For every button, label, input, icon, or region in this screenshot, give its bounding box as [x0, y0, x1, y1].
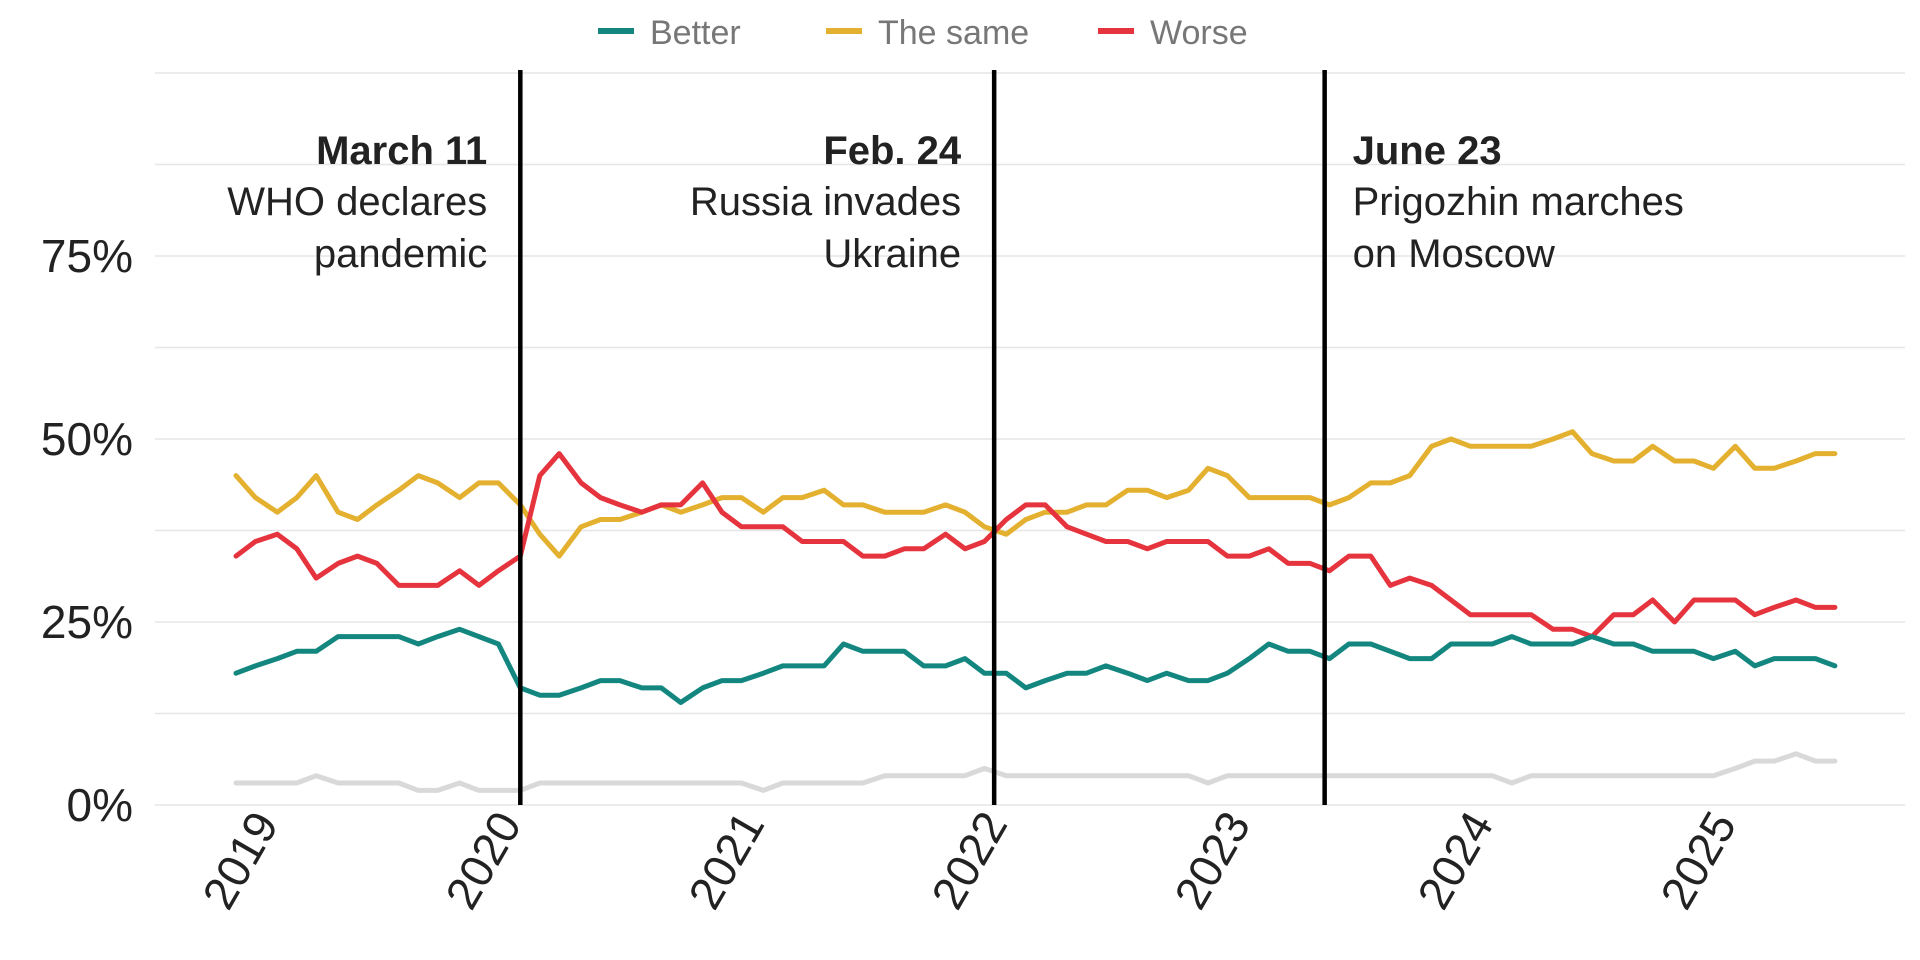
- legend-label: Worse: [1150, 14, 1248, 52]
- series-line-better: [233, 626, 1838, 705]
- series-line-worse: [233, 451, 1838, 640]
- event-description: pandemic: [314, 232, 487, 276]
- event-description: WHO declares: [227, 180, 487, 224]
- event-description: Ukraine: [823, 232, 961, 276]
- event-annotations: March 11 WHO declares pandemic Feb. 24 Russi…: [227, 70, 1684, 805]
- x-tick-label: 2022: [921, 803, 1017, 918]
- series-line-the-same: [233, 429, 1838, 559]
- x-tick-label: 2020: [435, 803, 531, 918]
- event-description: on Moscow: [1353, 232, 1555, 276]
- y-tick-label: 75%: [41, 230, 133, 282]
- x-tick-label: 2024: [1407, 803, 1503, 918]
- legend: Better The same Worse: [598, 14, 1248, 52]
- y-tick-label: 50%: [41, 413, 133, 465]
- event-date: March 11: [316, 129, 487, 173]
- gridlines: [155, 72, 1905, 806]
- series-line-other: [233, 751, 1838, 793]
- x-tick-label: 2025: [1650, 803, 1746, 918]
- event-date: Feb. 24: [823, 129, 962, 173]
- x-axis-tick-labels: 2019 2020 2021 2022 2023 2024 2025: [192, 803, 1746, 918]
- x-tick-label: 2021: [678, 803, 774, 918]
- event-date: June 23: [1353, 129, 1502, 173]
- y-tick-label: 25%: [41, 596, 133, 648]
- event-description: Prigozhin marches: [1353, 180, 1684, 224]
- legend-label: The same: [878, 14, 1029, 52]
- y-tick-label: 0%: [67, 779, 133, 831]
- event-description: Russia invades: [690, 180, 961, 224]
- x-tick-label: 2023: [1164, 803, 1260, 918]
- x-tick-label: 2019: [192, 803, 288, 918]
- y-axis-tick-labels: 0% 25% 50% 75%: [41, 230, 133, 831]
- legend-label: Better: [650, 14, 741, 52]
- series-lines: [233, 429, 1838, 793]
